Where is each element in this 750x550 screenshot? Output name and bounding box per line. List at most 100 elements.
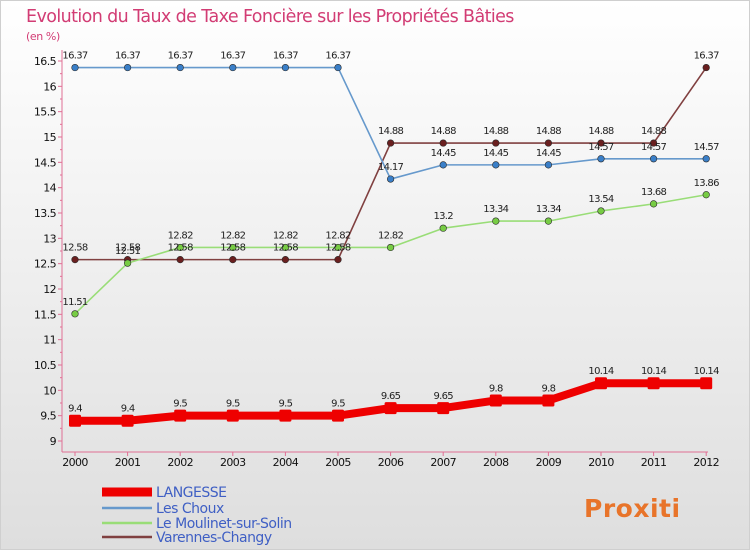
data-label: 14.57 bbox=[694, 142, 719, 153]
data-point bbox=[649, 155, 658, 163]
data-label: 10.14 bbox=[588, 366, 613, 377]
data-point bbox=[489, 394, 502, 407]
legend-label: Les Choux bbox=[156, 501, 224, 517]
y-tick-label: 11.5 bbox=[34, 308, 57, 321]
data-label: 9.5 bbox=[331, 399, 345, 410]
data-point bbox=[702, 191, 710, 199]
data-point bbox=[332, 409, 344, 422]
data-label: 13.86 bbox=[694, 178, 719, 189]
data-label: 12.58 bbox=[220, 243, 245, 254]
y-tick-label: 9 bbox=[50, 435, 57, 448]
data-label: 12.82 bbox=[325, 230, 350, 241]
data-point bbox=[492, 161, 500, 169]
brand-name: Proxiti bbox=[584, 494, 681, 523]
data-point bbox=[597, 155, 605, 163]
data-label: 13.34 bbox=[536, 204, 561, 215]
data-point bbox=[439, 139, 447, 147]
chart-title: Evolution du Taux de Taxe Foncière sur l… bbox=[26, 7, 514, 27]
data-label: 12.58 bbox=[62, 243, 87, 254]
data-label: 9.4 bbox=[68, 404, 82, 415]
data-label: 16.37 bbox=[694, 51, 719, 62]
x-tick-label: 2006 bbox=[378, 456, 404, 469]
x-tick-label: 2001 bbox=[115, 456, 141, 469]
series-group bbox=[69, 63, 713, 427]
x-tick-label: 2007 bbox=[430, 456, 456, 469]
chart-unit-label: (en %) bbox=[26, 30, 60, 43]
data-label: 13.68 bbox=[641, 187, 666, 198]
data-label: 13.2 bbox=[433, 211, 453, 222]
data-label: 16.37 bbox=[273, 51, 298, 62]
data-point bbox=[649, 139, 658, 147]
data-point bbox=[437, 402, 450, 415]
data-label: 14.88 bbox=[536, 126, 561, 137]
x-tick-label: 2009 bbox=[536, 456, 562, 469]
y-tick-label: 14.5 bbox=[34, 156, 57, 169]
data-label: 16.37 bbox=[115, 51, 140, 62]
data-point bbox=[174, 409, 187, 422]
data-label: 12.82 bbox=[168, 230, 193, 241]
data-point bbox=[544, 217, 553, 225]
data-point bbox=[71, 310, 79, 318]
data-label: 13.54 bbox=[588, 194, 613, 205]
data-point bbox=[123, 63, 132, 72]
data-label: 16.37 bbox=[220, 51, 245, 62]
data-point bbox=[597, 139, 605, 147]
y-tick-label: 16.5 bbox=[34, 55, 57, 68]
legend-label: LANGESSE bbox=[156, 485, 226, 501]
data-point bbox=[279, 409, 292, 422]
data-label: 16.37 bbox=[325, 51, 350, 62]
data-label: 16.37 bbox=[168, 51, 193, 62]
data-label: 10.14 bbox=[641, 366, 666, 377]
data-point bbox=[176, 256, 184, 264]
data-label: 14.88 bbox=[588, 126, 613, 137]
data-label: 12.58 bbox=[115, 243, 140, 254]
data-label: 12.82 bbox=[220, 230, 245, 241]
data-point bbox=[229, 256, 237, 264]
data-point bbox=[387, 243, 395, 252]
data-point bbox=[647, 377, 660, 390]
data-label: 13.34 bbox=[483, 204, 508, 215]
data-point bbox=[334, 256, 342, 264]
data-point bbox=[334, 63, 342, 72]
data-point bbox=[542, 394, 555, 407]
x-tick-label: 2000 bbox=[62, 456, 88, 469]
y-tick-label: 15.5 bbox=[34, 106, 57, 119]
data-point bbox=[702, 155, 710, 163]
data-label: 12.82 bbox=[378, 230, 403, 241]
brand-logo: Proxiti bbox=[584, 494, 681, 523]
data-point bbox=[439, 161, 447, 169]
data-label: 10.14 bbox=[694, 366, 719, 377]
y-tick-label: 10 bbox=[43, 384, 56, 397]
y-tick-label: 9.5 bbox=[40, 410, 56, 423]
data-label: 14.45 bbox=[483, 148, 508, 159]
x-tick-label: 2005 bbox=[325, 456, 351, 469]
data-point bbox=[544, 139, 553, 147]
x-tick-label: 2008 bbox=[483, 456, 509, 469]
data-point bbox=[229, 243, 237, 252]
x-tick-label: 2012 bbox=[693, 456, 719, 469]
data-point bbox=[71, 63, 79, 72]
data-label: 12.82 bbox=[273, 230, 298, 241]
data-point bbox=[176, 243, 184, 252]
y-tick-label: 12.5 bbox=[34, 258, 57, 271]
data-point bbox=[121, 414, 134, 427]
data-label: 9.5 bbox=[173, 399, 187, 410]
y-tick-label: 11 bbox=[43, 334, 56, 347]
data-label: 14.57 bbox=[641, 142, 666, 153]
data-label: 12.51 bbox=[115, 246, 140, 257]
x-tick-label: 2003 bbox=[220, 456, 246, 469]
data-point bbox=[384, 402, 397, 415]
data-point bbox=[387, 175, 395, 183]
data-label: 14.45 bbox=[536, 148, 561, 159]
data-label: 9.5 bbox=[278, 399, 292, 410]
y-tick-label: 10.5 bbox=[34, 359, 57, 372]
y-tick-label: 16 bbox=[43, 80, 56, 93]
data-point bbox=[595, 377, 607, 390]
data-label: 14.88 bbox=[378, 126, 403, 137]
x-tick-label: 2004 bbox=[273, 456, 299, 469]
data-label: 14.88 bbox=[483, 126, 508, 137]
data-label: 14.57 bbox=[588, 142, 613, 153]
